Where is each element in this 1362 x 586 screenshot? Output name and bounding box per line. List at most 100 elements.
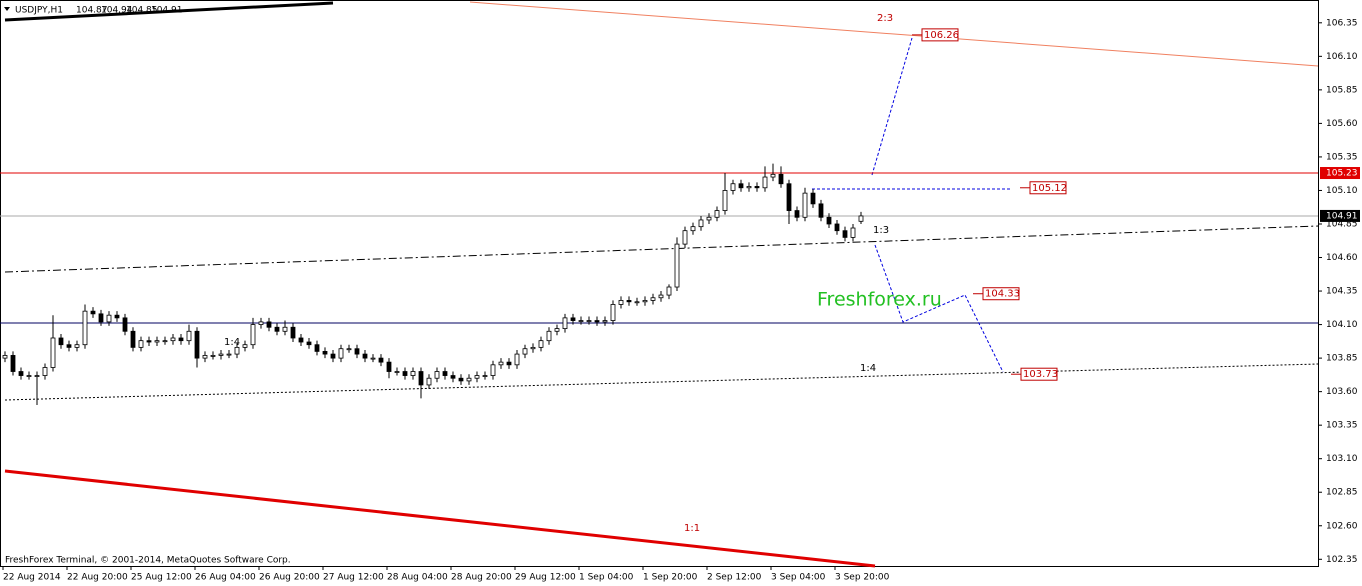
y-tick-label: 104.10 bbox=[1326, 320, 1358, 330]
candle-body bbox=[530, 346, 536, 350]
x-tick-label: 25 Aug 12:00 bbox=[131, 573, 192, 583]
x-tick-label: 3 Sep 04:00 bbox=[771, 573, 826, 583]
candle-body bbox=[242, 344, 248, 348]
candle-body bbox=[818, 203, 824, 218]
candle-body bbox=[162, 340, 168, 343]
target-label: 106.26 bbox=[924, 30, 959, 41]
price-label: 105.23 bbox=[1326, 169, 1358, 179]
x-tick-label: 22 Aug 20:00 bbox=[67, 573, 128, 583]
candle-body bbox=[34, 375, 40, 377]
candle-body bbox=[250, 324, 256, 346]
candle-body bbox=[554, 328, 560, 332]
candle-body bbox=[626, 300, 632, 303]
target-box bbox=[982, 287, 1020, 301]
y-tick-label: 104.35 bbox=[1326, 287, 1358, 297]
candle-body bbox=[602, 320, 608, 323]
candle-body bbox=[154, 340, 160, 343]
candle-body bbox=[714, 210, 720, 218]
candle-body bbox=[2, 355, 8, 359]
candle-body bbox=[330, 353, 336, 359]
x-tick-label: 29 Aug 12:00 bbox=[515, 573, 576, 583]
candle-body bbox=[442, 371, 448, 376]
y-tick-label: 105.85 bbox=[1326, 85, 1358, 95]
candle-body bbox=[338, 348, 344, 359]
y-tick-label: 105.10 bbox=[1326, 186, 1358, 196]
header-value: 104.87 bbox=[76, 6, 108, 16]
candle-body bbox=[746, 186, 752, 189]
candle-body bbox=[394, 371, 400, 373]
candle-body bbox=[618, 300, 624, 305]
candle-body bbox=[290, 326, 296, 339]
target-box bbox=[921, 28, 959, 42]
candle-body bbox=[66, 344, 72, 348]
x-tick-label: 27 Aug 12:00 bbox=[323, 573, 384, 583]
candle-body bbox=[50, 337, 56, 368]
candle-body bbox=[506, 361, 512, 366]
candle-body bbox=[298, 337, 304, 343]
candle-body bbox=[146, 340, 152, 343]
candle-body bbox=[226, 353, 232, 356]
candle-body bbox=[650, 297, 656, 301]
candle-body bbox=[610, 304, 616, 321]
candle-body bbox=[738, 183, 744, 189]
price-label: 104.91 bbox=[1326, 211, 1358, 221]
x-tick-label: 28 Aug 20:00 bbox=[451, 573, 512, 583]
ratio-label: 1:4 bbox=[860, 363, 876, 374]
plot-frame bbox=[0, 0, 1319, 567]
x-tick-label: 3 Sep 20:00 bbox=[835, 573, 890, 583]
candle-body bbox=[186, 330, 192, 342]
y-tick-label: 102.35 bbox=[1326, 555, 1358, 565]
y-tick-label: 106.35 bbox=[1326, 18, 1358, 28]
candle-body bbox=[26, 375, 32, 377]
candle-body bbox=[538, 340, 544, 348]
x-tick-label: 26 Aug 04:00 bbox=[195, 573, 256, 583]
candle-body bbox=[642, 300, 648, 303]
candle-body bbox=[266, 321, 272, 328]
trend-line bbox=[469, 1, 1319, 67]
candle-body bbox=[482, 375, 488, 377]
candle-body bbox=[706, 216, 712, 221]
y-tick-label: 104.85 bbox=[1326, 219, 1358, 229]
candle-body bbox=[562, 317, 568, 330]
price-box bbox=[1320, 167, 1360, 180]
projection bbox=[874, 244, 1004, 373]
candle-body bbox=[458, 377, 464, 382]
candle-body bbox=[730, 183, 736, 191]
x-tick-label: 1 Sep 04:00 bbox=[579, 573, 634, 583]
candle-body bbox=[90, 310, 96, 315]
candle-body bbox=[754, 186, 760, 189]
candle-body bbox=[122, 317, 128, 332]
target-box bbox=[1029, 181, 1067, 195]
candle-body bbox=[18, 371, 24, 376]
ratio-label: 2:3 bbox=[877, 13, 893, 24]
target-label: 105.12 bbox=[1032, 183, 1067, 194]
candle-body bbox=[698, 219, 704, 228]
candle-body bbox=[386, 361, 392, 372]
candle-body bbox=[322, 351, 328, 355]
y-tick-label: 103.35 bbox=[1326, 421, 1358, 431]
x-tick-label: 26 Aug 20:00 bbox=[259, 573, 320, 583]
candle-body bbox=[346, 348, 352, 351]
candle-body bbox=[722, 190, 728, 211]
candle-body bbox=[826, 216, 832, 225]
y-tick-label: 106.10 bbox=[1326, 52, 1358, 62]
candle-body bbox=[786, 183, 792, 211]
candle-body bbox=[586, 320, 592, 322]
ratio-label: 1:3 bbox=[873, 225, 889, 236]
candle-body bbox=[570, 317, 576, 321]
candle-body bbox=[634, 301, 640, 304]
candle-body bbox=[474, 375, 480, 379]
candle-body bbox=[10, 355, 16, 372]
candle-body bbox=[834, 223, 840, 232]
trend-line bbox=[4, 225, 1319, 273]
candle-body bbox=[82, 310, 88, 346]
target-label: 103.73 bbox=[1023, 369, 1058, 380]
y-tick-label: 103.10 bbox=[1326, 454, 1358, 464]
candle-body bbox=[682, 230, 688, 245]
candle-body bbox=[850, 227, 856, 238]
y-tick-label: 105.60 bbox=[1326, 119, 1358, 129]
candle-body bbox=[306, 341, 312, 346]
menu-arrow[interactable] bbox=[4, 7, 10, 11]
candle-body bbox=[362, 353, 368, 359]
candle-body bbox=[594, 320, 600, 323]
